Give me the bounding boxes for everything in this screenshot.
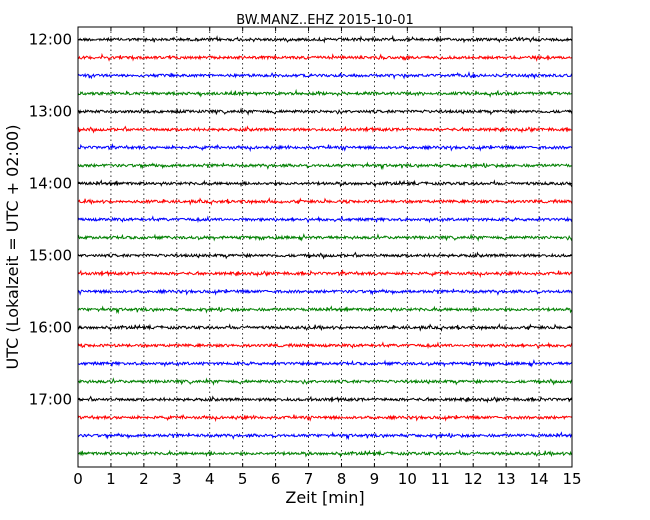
x-tick-label: 3: [172, 470, 182, 488]
y-tick-label: 16:00: [29, 319, 72, 337]
tick-labels: 0 1 2 3 4 5 6 7 8 9 10 11 12 13 14 1512:0013:0014:0015:…: [29, 31, 582, 489]
trace-layer: [77, 34, 573, 459]
x-tick-label: 0: [73, 470, 83, 488]
x-tick-label: 4: [205, 470, 215, 488]
y-axis-title: UTC (Lokalzeit = UTC + 02:00): [3, 125, 22, 370]
trace-1330: [77, 143, 573, 153]
y-tick-label: 17:00: [29, 391, 72, 409]
trace-1245: [77, 88, 573, 98]
x-tick-label: 12: [464, 470, 483, 488]
x-tick-label: 14: [530, 470, 549, 488]
x-tick-label: 11: [431, 470, 450, 488]
tick-marks: [77, 27, 573, 467]
trace-1630: [77, 359, 573, 368]
chart-title: BW.MANZ..EHZ 2015-10-01: [236, 13, 414, 28]
trace-1545: [77, 305, 573, 315]
x-tick-label: 2: [139, 470, 149, 488]
trace-1730: [77, 431, 573, 441]
trace-1430: [77, 215, 573, 224]
y-tick-label: 15:00: [29, 247, 72, 265]
trace-1400: [77, 179, 573, 189]
trace-1215: [77, 52, 573, 62]
x-tick-label: 6: [271, 470, 281, 488]
trace-1300: [77, 107, 573, 116]
trace-1715: [77, 413, 573, 423]
trace-1500: [77, 251, 573, 260]
trace-1445: [77, 233, 573, 242]
y-tick-label: 13:00: [29, 103, 72, 121]
trace-1745: [77, 449, 573, 459]
y-tick-label: 12:00: [29, 31, 72, 49]
trace-1530: [77, 288, 573, 296]
x-tick-label: 8: [337, 470, 347, 488]
trace-1200: [77, 34, 572, 44]
x-tick-label: 5: [238, 470, 248, 488]
trace-1615: [77, 341, 573, 350]
trace-1415: [77, 197, 573, 206]
x-tick-label: 9: [370, 470, 380, 488]
plot-frame: [77, 26, 573, 468]
grid-lines: [110, 27, 540, 467]
x-axis-title: Zeit [min]: [285, 488, 364, 507]
trace-1345: [77, 161, 573, 171]
x-tick-label: 15: [562, 470, 581, 488]
trace-1230: [77, 71, 573, 80]
x-tick-label: 7: [304, 470, 314, 488]
trace-1700: [77, 395, 573, 404]
y-tick-label: 14:00: [29, 175, 72, 193]
x-tick-label: 10: [398, 470, 417, 488]
trace-1645: [77, 377, 573, 386]
trace-1315: [77, 125, 573, 134]
x-tick-label: 13: [497, 470, 516, 488]
trace-1600: [77, 323, 573, 333]
x-tick-label: 1: [106, 470, 116, 488]
trace-1515: [77, 269, 573, 279]
